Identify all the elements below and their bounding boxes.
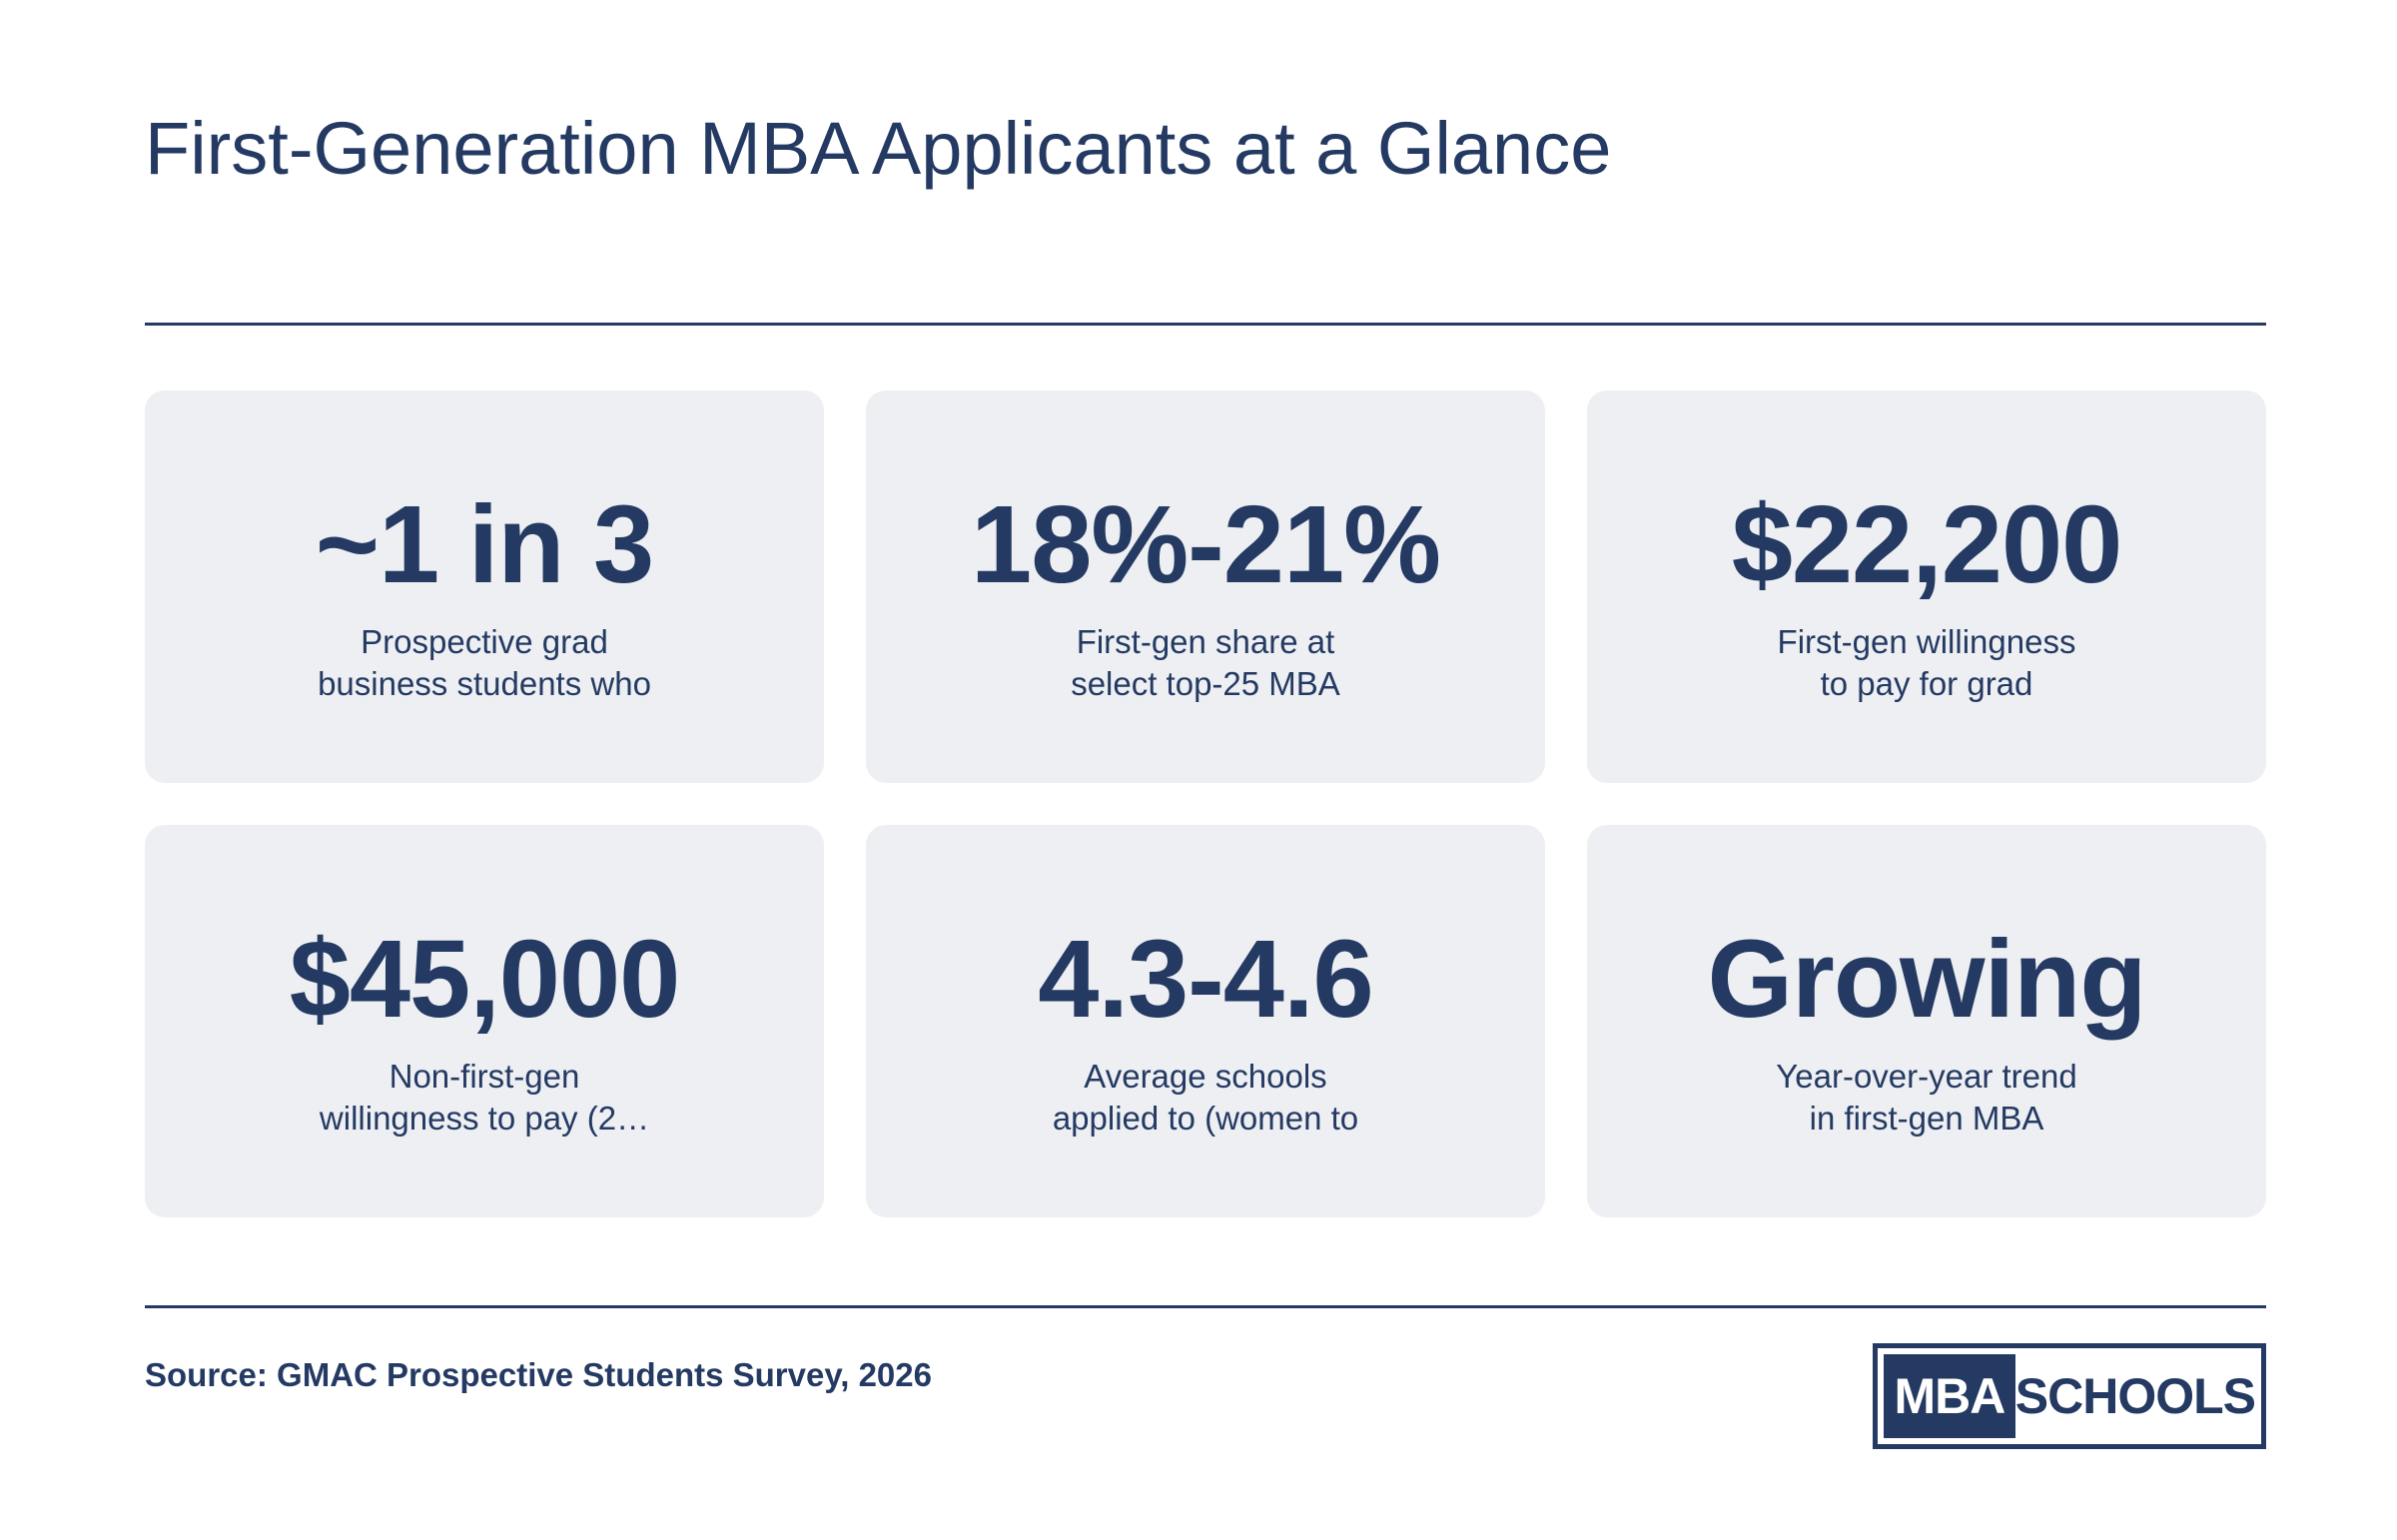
stat-label-line: Year-over-year trend bbox=[1776, 1058, 2077, 1095]
stat-label-line: select top-25 MBA bbox=[1071, 665, 1340, 702]
stat-label-line: business students who bbox=[318, 665, 651, 702]
stat-label: First-gen share at select top-25 MBA bbox=[1071, 621, 1340, 705]
stat-label-line: to pay for grad bbox=[1820, 665, 2033, 702]
stat-label: Prospective grad business students who bbox=[318, 621, 651, 705]
stat-label-line: in first-gen MBA bbox=[1809, 1100, 2044, 1137]
stat-card: $22,200 First-gen willingness to pay for… bbox=[1587, 390, 2266, 783]
stat-card: ~1 in 3 Prospective grad business studen… bbox=[145, 390, 824, 783]
stat-label-line: applied to (women to bbox=[1052, 1100, 1359, 1137]
stat-label-line: Prospective grad bbox=[361, 623, 608, 660]
stat-label: First-gen willingness to pay for grad bbox=[1778, 621, 2076, 705]
stat-label-line: First-gen share at bbox=[1076, 623, 1335, 660]
stat-label: Non-first-gen willingness to pay (2… bbox=[320, 1056, 649, 1140]
page-title: First-Generation MBA Applicants at a Gla… bbox=[145, 107, 1612, 190]
stat-card: Growing Year-over-year trend in first-ge… bbox=[1587, 825, 2266, 1217]
stat-label-line: First-gen willingness bbox=[1777, 623, 2076, 660]
stat-label: Average schools applied to (women to bbox=[1053, 1056, 1358, 1140]
stat-label-line: willingness to pay (2… bbox=[319, 1100, 650, 1137]
stat-value: 4.3-4.6 bbox=[1038, 918, 1373, 1041]
mba-schools-logo: MBA SCHOOLS bbox=[1873, 1343, 2266, 1449]
source-note: Source: GMAC Prospective Students Survey… bbox=[145, 1356, 932, 1393]
stat-value: $45,000 bbox=[289, 918, 681, 1041]
stat-value: Growing bbox=[1707, 918, 2146, 1041]
stat-card: 4.3-4.6 Average schools applied to (wome… bbox=[866, 825, 1545, 1217]
stat-label: Year-over-year trend in first-gen MBA bbox=[1776, 1056, 2076, 1140]
stat-card: $45,000 Non-first-gen willingness to pay… bbox=[145, 825, 824, 1217]
stat-card-grid: ~1 in 3 Prospective grad business studen… bbox=[145, 390, 2266, 1217]
bottom-divider bbox=[145, 1305, 2266, 1308]
stat-value: $22,200 bbox=[1731, 483, 2123, 606]
stat-label-line: Non-first-gen bbox=[389, 1058, 580, 1095]
stat-value: 18%-21% bbox=[971, 483, 1441, 606]
top-divider bbox=[145, 323, 2266, 326]
logo-schools-text: SCHOOLS bbox=[2014, 1368, 2256, 1424]
logo-mba-text: MBA bbox=[1884, 1354, 2015, 1438]
stat-value: ~1 in 3 bbox=[315, 483, 654, 606]
stat-label-line: Average schools bbox=[1084, 1058, 1327, 1095]
stat-card: 18%-21% First-gen share at select top-25… bbox=[866, 390, 1545, 783]
